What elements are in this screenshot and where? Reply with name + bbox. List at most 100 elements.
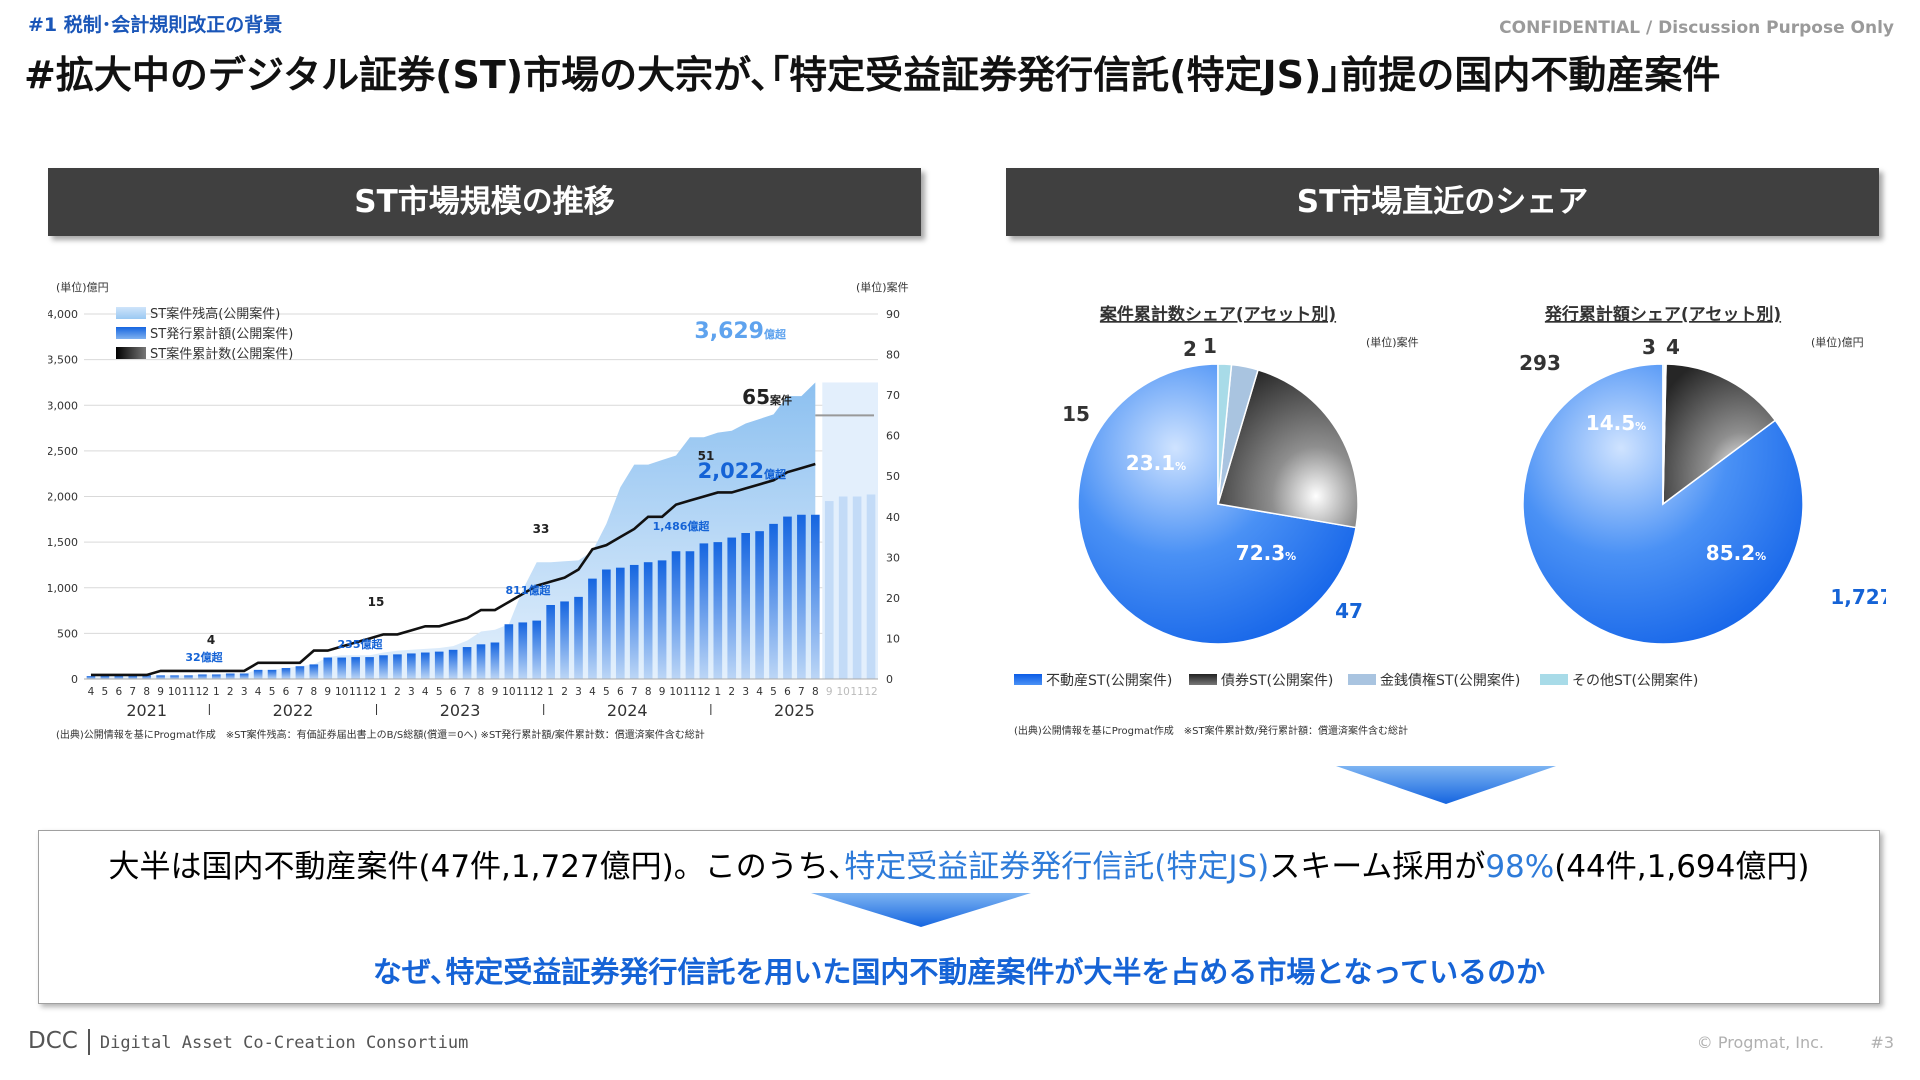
x-tick-month: 10: [335, 686, 348, 698]
x-tick-month: 4: [255, 686, 262, 698]
page-number: #3: [1870, 1033, 1894, 1052]
count-2024-label: 51: [698, 449, 715, 463]
issuance-forecast-bar: [866, 494, 876, 679]
issuance-bar: [699, 543, 709, 679]
issuance-2024-label: 1,486億超: [653, 519, 711, 533]
pie-value-label: 47: [1335, 599, 1363, 623]
x-axis-months: 4 5 6 7 8 9 10 11 12 1 2 3 4 5 6 7 8 9 10 11 12 1 2 3 4 5 6 7 8 9 10 11…: [84, 678, 878, 698]
x-tick-month: 9: [157, 686, 164, 698]
left-y-tick: 2,000: [48, 491, 78, 504]
issuance-bar: [365, 657, 374, 679]
issuance-bar: [629, 564, 639, 679]
issuance-bar: [281, 668, 291, 679]
legend-swatch-other: [1540, 674, 1568, 685]
issuance-bar: [476, 644, 486, 679]
left-y-axis: 4,000 3,500 3,000 2,500 2,000 1,500 1,000 500 0: [48, 308, 78, 686]
issuance-bar: [253, 669, 263, 679]
issuance-bar: [727, 537, 737, 679]
x-tick-month: 6: [617, 686, 624, 698]
chart-annotations: 3,629億超 65案件 2,022億超 4 32億超 15 235億超 33 …: [185, 319, 792, 664]
issuance-bar: [755, 531, 764, 679]
x-tick-month: 10: [836, 686, 849, 698]
x-tick-month: 4: [88, 686, 95, 698]
right-y-tick: 40: [886, 511, 900, 524]
x-tick-month: 9: [324, 686, 331, 698]
x-tick-month: 5: [436, 686, 443, 698]
count-2021-label: 4: [207, 633, 215, 647]
summary-percent-highlight: 98%: [1485, 849, 1555, 885]
legend-swatch-issuance: [116, 327, 146, 339]
left-panel-title: ST市場規模の推移: [48, 168, 921, 236]
x-tick-month: 6: [450, 686, 457, 698]
x-tick-month: 5: [770, 686, 777, 698]
summary-text-3: (44件,1,694億円): [1554, 849, 1810, 885]
right-y-tick: 10: [886, 632, 900, 645]
x-tick-month: 3: [241, 686, 248, 698]
down-arrow-icon: [1336, 766, 1556, 804]
pie-percent-label: 72.3%: [1236, 541, 1296, 565]
x-tick-month: 4: [589, 686, 596, 698]
issuance-bar: [462, 647, 472, 679]
issuance-bar: [532, 620, 542, 679]
issuance-bar: [267, 669, 277, 679]
left-y-tick: 2,500: [48, 445, 78, 458]
legend-label-issuance: ST発行累計額(公開案件): [150, 326, 293, 342]
x-tick-month: 8: [143, 686, 150, 698]
left-y-tick: 0: [71, 673, 78, 686]
issuance-bar: [156, 675, 165, 679]
x-tick-month: 7: [297, 686, 304, 698]
issuance-bar: [518, 622, 528, 679]
x-tick-year: 2021: [126, 701, 167, 720]
x-tick-month: 2: [561, 686, 568, 698]
footer-org-name: Digital Asset Co-Creation Consortium: [99, 1033, 469, 1053]
left-y-tick: 3,500: [48, 354, 78, 367]
count-2022-label: 15: [368, 595, 385, 609]
summary-box: 大半は国内不動産案件(47件,1,727億円)。このうち､特定受益証券発行信託(…: [38, 830, 1880, 1004]
pie-value-label: 4: [1666, 335, 1680, 359]
pie-value-label: 2: [1183, 337, 1197, 361]
pie1-unit: (単位)案件: [1366, 335, 1419, 349]
pie-issuance-amount: 85.2% 1,727 14.5% 293 34: [1519, 335, 1886, 645]
section-tag: #1 税制･会計規則改正の背景: [28, 14, 283, 36]
left-y-tick: 3,000: [48, 399, 78, 412]
x-tick-month: 7: [798, 686, 805, 698]
x-tick-month: 12: [196, 686, 209, 698]
x-tick-month: 11: [850, 686, 863, 698]
issuance-bar: [407, 653, 416, 679]
summary-text-2: スキーム採用が: [1269, 849, 1486, 885]
issuance-bar: [239, 673, 249, 679]
x-tick-month: 10: [669, 686, 682, 698]
x-tick-year: 2022: [273, 701, 314, 720]
issuance-bar: [671, 551, 681, 679]
issuance-bar: [560, 601, 569, 679]
right-y-tick: 0: [886, 673, 893, 686]
x-tick-month: 6: [784, 686, 791, 698]
legend-swatch-bond: [1189, 674, 1217, 685]
x-tick-month: 2: [227, 686, 234, 698]
dcc-logo: DCC: [28, 1028, 78, 1054]
issuance-bar: [114, 676, 124, 679]
pie-slice: [1217, 368, 1359, 529]
issuance-bar: [351, 657, 360, 679]
x-tick-month: 11: [683, 686, 696, 698]
right-y-tick: 30: [886, 551, 900, 564]
x-tick-month: 10: [168, 686, 181, 698]
summary-statement: 大半は国内不動産案件(47件,1,727億円)。このうち､特定受益証券発行信託(…: [39, 841, 1879, 886]
confidential-label: CONFIDENTIAL / Discussion Purpose Only: [1499, 18, 1894, 38]
chart-legend: ST案件残高(公開案件) ST発行累計額(公開案件) ST案件累計数(公開案件): [116, 306, 293, 362]
x-tick-year: 2024: [607, 701, 648, 720]
legend-label-receivable: 金銭債権ST(公開案件): [1380, 672, 1520, 689]
issuance-bar: [643, 562, 653, 679]
x-tick-month: 7: [464, 686, 471, 698]
pie1-title: 案件累計数シェア(アセット別): [1099, 304, 1336, 325]
issuance-bar: [504, 624, 514, 679]
pie-legend: 不動産ST(公開案件) 債券ST(公開案件) 金銭債権ST(公開案件) その他S…: [1014, 672, 1698, 689]
pie-value-label: 1: [1203, 334, 1217, 358]
share-charts: 案件累計数シェア(アセット別) (単位)案件 発行累計額シェア(アセット別) (…: [1014, 304, 1886, 737]
x-tick-month: 10: [502, 686, 515, 698]
count-line-path: [90, 462, 816, 677]
issuance-bar: [810, 514, 820, 679]
issuance-bar: [309, 664, 319, 679]
x-tick-month: 4: [756, 686, 763, 698]
key-question: なぜ､特定受益証券発行信託を用いた国内不動産案件が大半を占める市場となっているの…: [372, 955, 1546, 989]
